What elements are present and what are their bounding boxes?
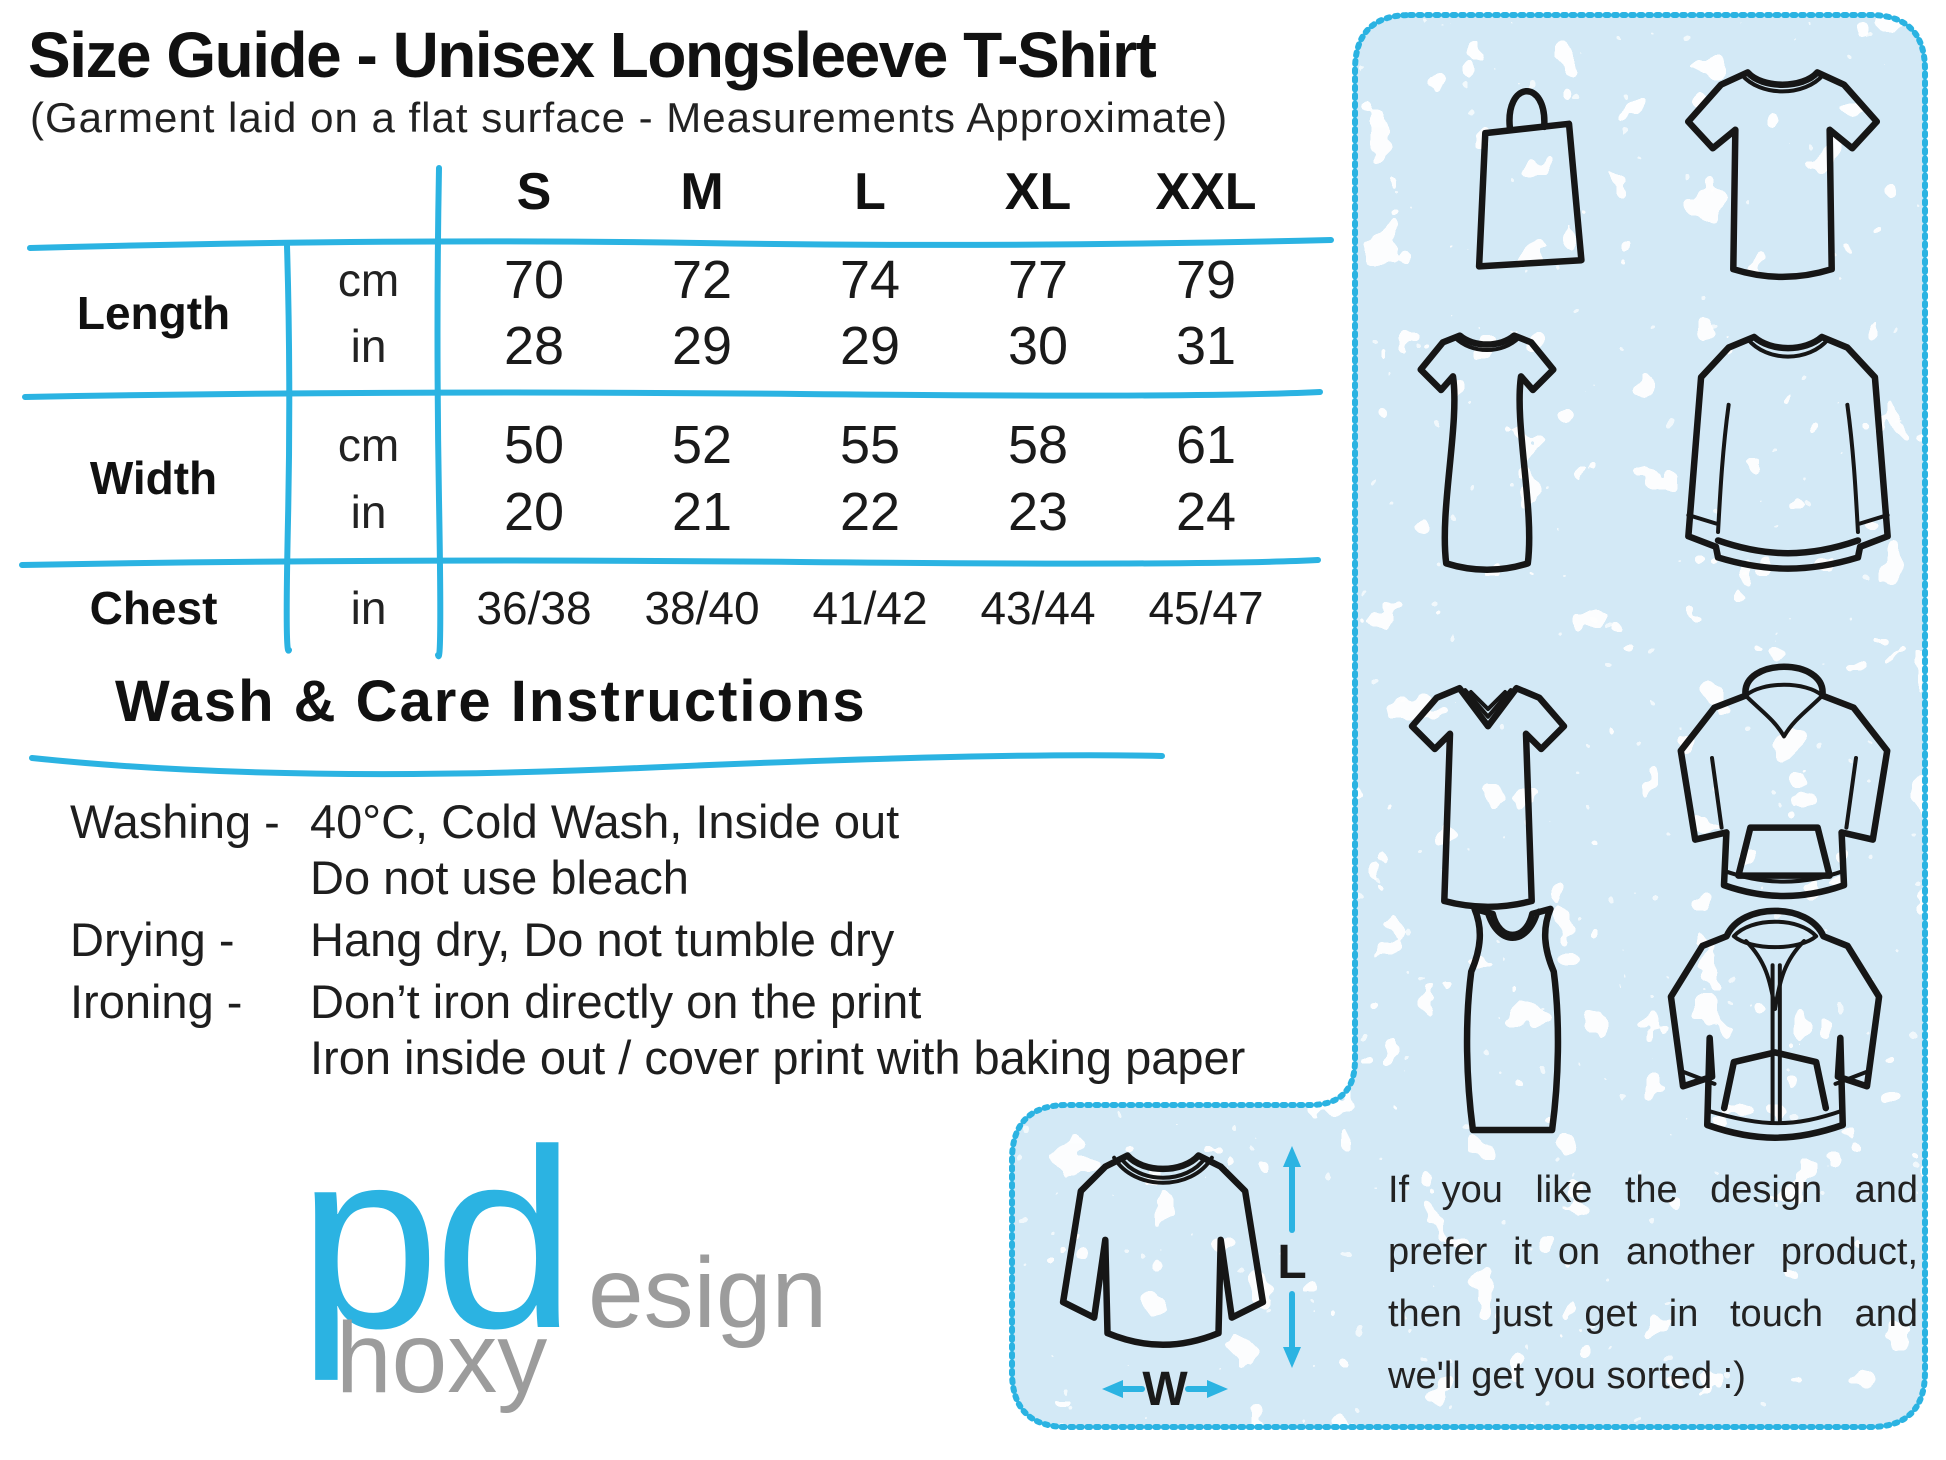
- care-heading: Wash & Care Instructions: [115, 669, 867, 734]
- table-row-chest-in: in 36/38 38/40 41/42 43/44 45/47: [287, 578, 1290, 638]
- value-cell: 41/42: [812, 582, 928, 634]
- note-line-2: prefer it on another product,: [1388, 1231, 1918, 1273]
- row-label-length: Length: [76, 287, 231, 339]
- care-text-iron-inside-out: Iron inside out / cover print with bakin…: [310, 1031, 1246, 1084]
- value-cell: 45/47: [1148, 582, 1264, 634]
- garment-icons: [1059, 69, 1891, 1348]
- value-cell: 55: [839, 415, 901, 475]
- value-cell: 61: [1175, 415, 1237, 475]
- value-cell: 74: [839, 250, 901, 310]
- care-text-washing: 40°C, Cold Wash, Inside out: [310, 795, 900, 848]
- unit-cell: cm: [337, 254, 400, 306]
- value-cell: 52: [671, 415, 733, 475]
- value-cell: 22: [839, 482, 901, 542]
- table-grid-lines: [19, 165, 1334, 778]
- table-row-width-cm: cm 50 52 55 58 61: [287, 415, 1290, 475]
- note-line-3: then just get in touch and: [1388, 1293, 1918, 1335]
- unit-cell: in: [350, 320, 387, 372]
- tote-bag-icon: [1475, 88, 1585, 270]
- value-cell: 21: [671, 482, 733, 542]
- value-cell: 58: [1007, 415, 1069, 475]
- care-label-washing: Washing -: [70, 795, 280, 848]
- value-cell: 31: [1175, 316, 1237, 376]
- care-heading-underline: [29, 752, 1165, 778]
- value-cell: 72: [671, 250, 733, 310]
- length-measure-label: L: [1277, 1236, 1306, 1289]
- measurement-diagram: L W: [1102, 1146, 1307, 1416]
- womens-t-shirt-icon: [1417, 332, 1557, 574]
- table-row-width-in: in 20 21 22 23 24: [287, 482, 1290, 542]
- care-label-drying: Drying -: [70, 913, 235, 966]
- size-col-xxl: XXL: [1155, 163, 1257, 221]
- value-cell: 29: [839, 316, 901, 376]
- page-subtitle: (Garment laid on a flat surface - Measur…: [30, 94, 1229, 141]
- panel-border: [1009, 12, 1928, 1430]
- table-line-horizontal-3: [19, 557, 1321, 568]
- note-line-4: we'll get you sorted :): [1388, 1355, 1746, 1397]
- size-col-xl: XL: [1004, 163, 1072, 221]
- logo-design-text: esign: [588, 1237, 827, 1349]
- logo-pd-text: pd: [298, 1097, 570, 1382]
- value-cell: 20: [503, 482, 565, 542]
- width-arrow: W: [1102, 1363, 1228, 1416]
- t-shirt-icon: [1684, 69, 1881, 281]
- tank-top-icon: [1463, 905, 1562, 1134]
- length-arrow: L: [1277, 1146, 1307, 1368]
- table-row-length-in: in 28 29 29 30 31: [287, 316, 1290, 376]
- value-cell: 24: [1175, 482, 1237, 542]
- value-cell: 77: [1007, 250, 1069, 310]
- table-row-length-cm: cm 70 72 74 77 79: [287, 250, 1290, 310]
- logo: pd esign hoxy: [298, 1097, 827, 1414]
- table-line-horizontal-1: [27, 237, 1334, 251]
- care-text-bleach: Do not use bleach: [310, 851, 689, 904]
- size-col-m: M: [680, 163, 724, 221]
- unit-cell: cm: [337, 419, 400, 471]
- value-cell: 50: [503, 415, 565, 475]
- row-label-width: Width: [89, 452, 218, 504]
- table-line-vertical-2: [434, 165, 444, 660]
- value-cell: 23: [1007, 482, 1069, 542]
- value-cell: 30: [1007, 316, 1069, 376]
- zip-hoodie-icon: [1667, 907, 1883, 1141]
- table-line-horizontal-2: [22, 389, 1323, 400]
- value-cell: 28: [503, 316, 565, 376]
- value-cell: 38/40: [644, 582, 760, 634]
- care-text-ironing: Don’t iron directly on the print: [310, 975, 922, 1028]
- unit-cell: in: [350, 582, 387, 634]
- value-cell: 36/38: [476, 582, 592, 634]
- size-header-row: S M L XL XXL: [450, 162, 1290, 222]
- size-col-s: S: [516, 163, 552, 221]
- care-label-ironing: Ironing -: [70, 975, 243, 1028]
- sweatshirt-icon: [1685, 333, 1891, 572]
- row-label-chest: Chest: [89, 582, 218, 634]
- value-cell: 43/44: [980, 582, 1096, 634]
- unit-cell: in: [350, 486, 387, 538]
- size-col-l: L: [854, 163, 886, 221]
- table-line-vertical-1: [283, 243, 293, 654]
- note-line-1: If you like the design and: [1388, 1169, 1918, 1211]
- hoodie-icon: [1677, 663, 1891, 900]
- width-measure-label: W: [1142, 1363, 1188, 1416]
- value-cell: 29: [671, 316, 733, 376]
- value-cell: 79: [1175, 250, 1237, 310]
- care-text-drying: Hang dry, Do not tumble dry: [310, 913, 895, 966]
- value-cell: 70: [503, 250, 565, 310]
- longsleeve-t-shirt-icon: [1059, 1152, 1267, 1348]
- logo-hoxy-text: hoxy: [336, 1302, 547, 1414]
- v-neck-t-shirt-icon: [1408, 684, 1568, 910]
- page-title: Size Guide - Unisex Longsleeve T-Shirt: [28, 19, 1157, 91]
